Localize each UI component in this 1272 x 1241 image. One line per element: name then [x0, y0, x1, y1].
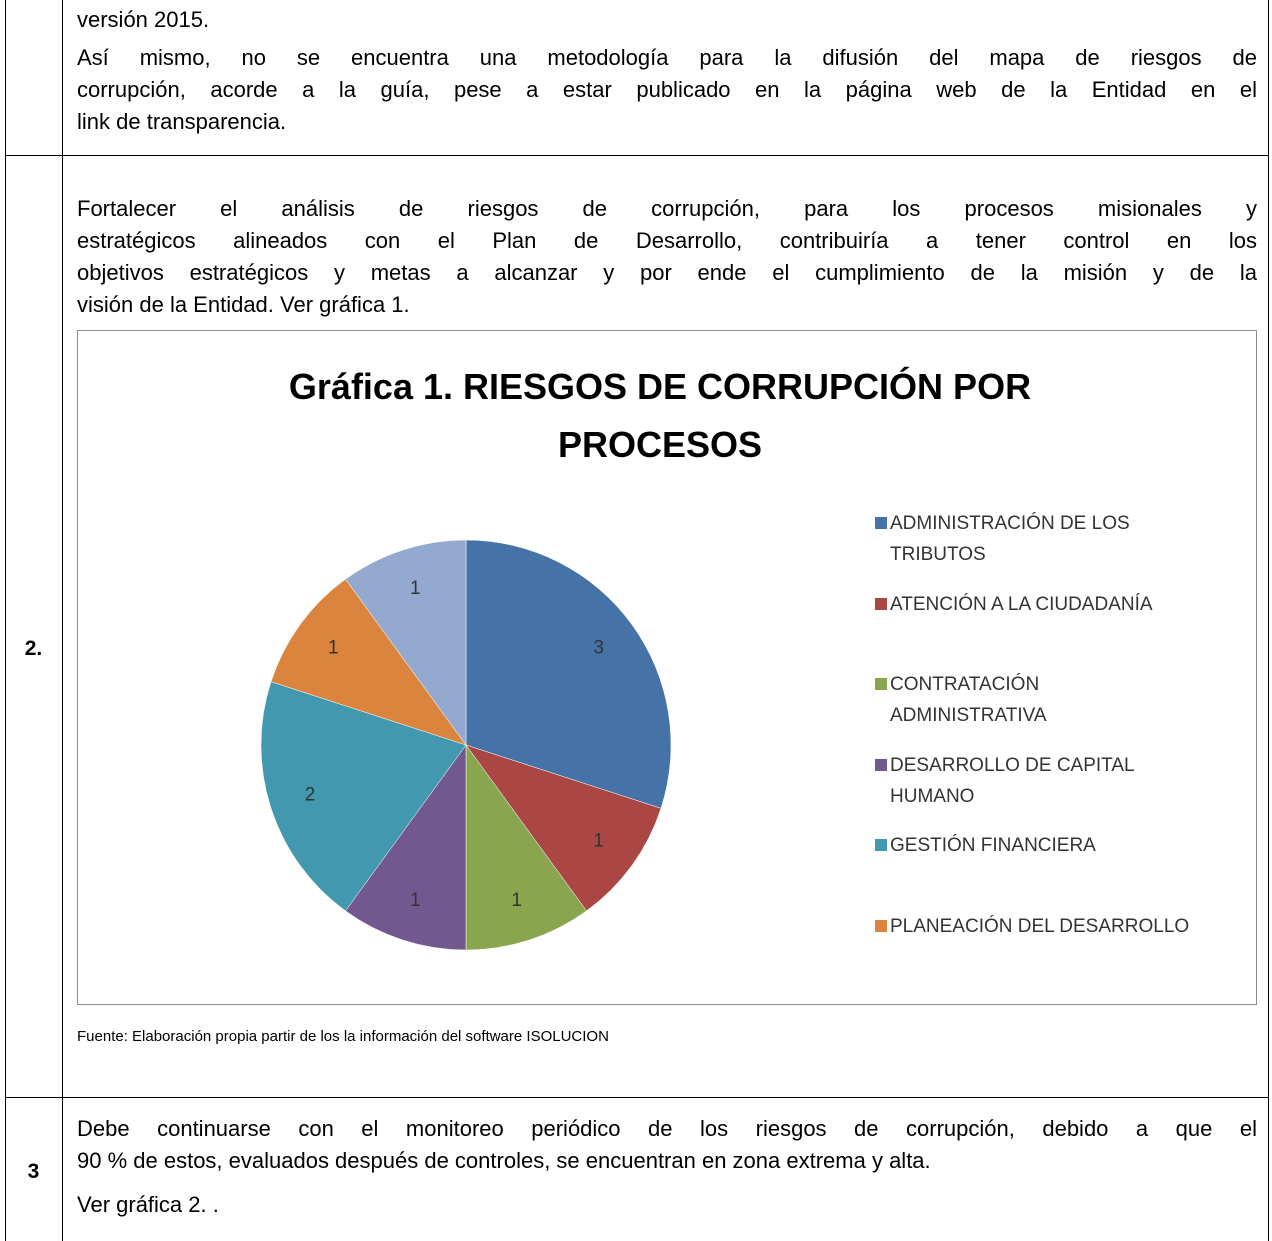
- legend-label: CONTRATACIÓN ADMINISTRATIVA: [890, 674, 1047, 727]
- pie-slice: [465, 744, 587, 951]
- slice-label: 2: [305, 785, 316, 806]
- table-border: [5, 0, 6, 1241]
- legend-swatch: [875, 758, 887, 771]
- text-line: Así mismo, no se encuentra una metodolog…: [77, 45, 1257, 70]
- slice-label: 1: [328, 638, 339, 659]
- slice-label: 1: [511, 890, 522, 911]
- text-line: estratégicos alineados con el Plan de De…: [77, 228, 1257, 253]
- legend-label: ADMINISTRACIÓN DE LOS TRIBUTOS: [890, 513, 1130, 565]
- pie-slice: [465, 539, 672, 809]
- table-border: [62, 0, 63, 1241]
- chart-title: Gráfica 1. RIESGOS DE CORRUPCIÓN POR PRO…: [288, 366, 1032, 465]
- pie-slice: [345, 539, 467, 746]
- slice-label: 1: [593, 830, 604, 851]
- paragraph: Fortalecer el análisis de riesgos de cor…: [77, 193, 1257, 321]
- legend-swatch: [875, 597, 887, 610]
- text-line: visión de la Entidad. Ver gráfica 1.: [77, 292, 410, 317]
- paragraph: Ver gráfica 2. .: [77, 1189, 1257, 1221]
- slice-label: 3: [593, 638, 604, 659]
- text-line: link de transparencia.: [77, 109, 287, 134]
- legend-label: GESTIÓN FINANCIERA: [890, 835, 1096, 857]
- table-border: [5, 155, 1269, 156]
- paragraph: Así mismo, no se encuentra una metodolog…: [77, 42, 1257, 138]
- pie-slice: [270, 578, 467, 746]
- text-line: Fortalecer el análisis de riesgos de cor…: [77, 196, 1257, 221]
- slice-label: 1: [410, 578, 421, 599]
- source-note: Fuente: Elaboración propia partir de los…: [77, 1028, 609, 1045]
- legend-swatch: [875, 920, 887, 932]
- legend-swatch: [875, 839, 887, 852]
- row-number: 3: [27, 1160, 40, 1183]
- pie-slice: [345, 744, 467, 951]
- legend-label: PLANEACIÓN DEL DESARROLLO: [890, 916, 1190, 937]
- legend-label: ATENCIÓN A LA CIUDADANÍA: [890, 593, 1153, 615]
- table-border: [5, 1097, 1269, 1098]
- legend-swatch: [875, 678, 887, 691]
- pie-slice: [260, 681, 467, 912]
- legend-label: DESARROLLO DE CAPITAL HUMANO: [890, 754, 1134, 807]
- paragraph: Debe continuarse con el monitoreo periód…: [77, 1113, 1257, 1177]
- legend-swatch: [875, 517, 887, 529]
- table-border: [1268, 0, 1269, 1241]
- pie-slice: [465, 744, 662, 912]
- text-line: corrupción, acorde a la guía, pese a est…: [77, 77, 1257, 102]
- paragraph: versión 2015.: [77, 4, 1257, 36]
- chart-frame: [77, 330, 1257, 1005]
- text-line: Ver gráfica 2. .: [77, 1192, 219, 1217]
- text-line: versión 2015.: [77, 7, 210, 32]
- row-number: 2.: [24, 637, 43, 660]
- text-line: Debe continuarse con el monitoreo periód…: [77, 1116, 1257, 1141]
- text-line: 90 % de estos, evaluados después de cont…: [77, 1148, 931, 1173]
- slice-label: 1: [410, 890, 421, 911]
- text-line: objetivos estratégicos y metas a alcanza…: [77, 260, 1257, 285]
